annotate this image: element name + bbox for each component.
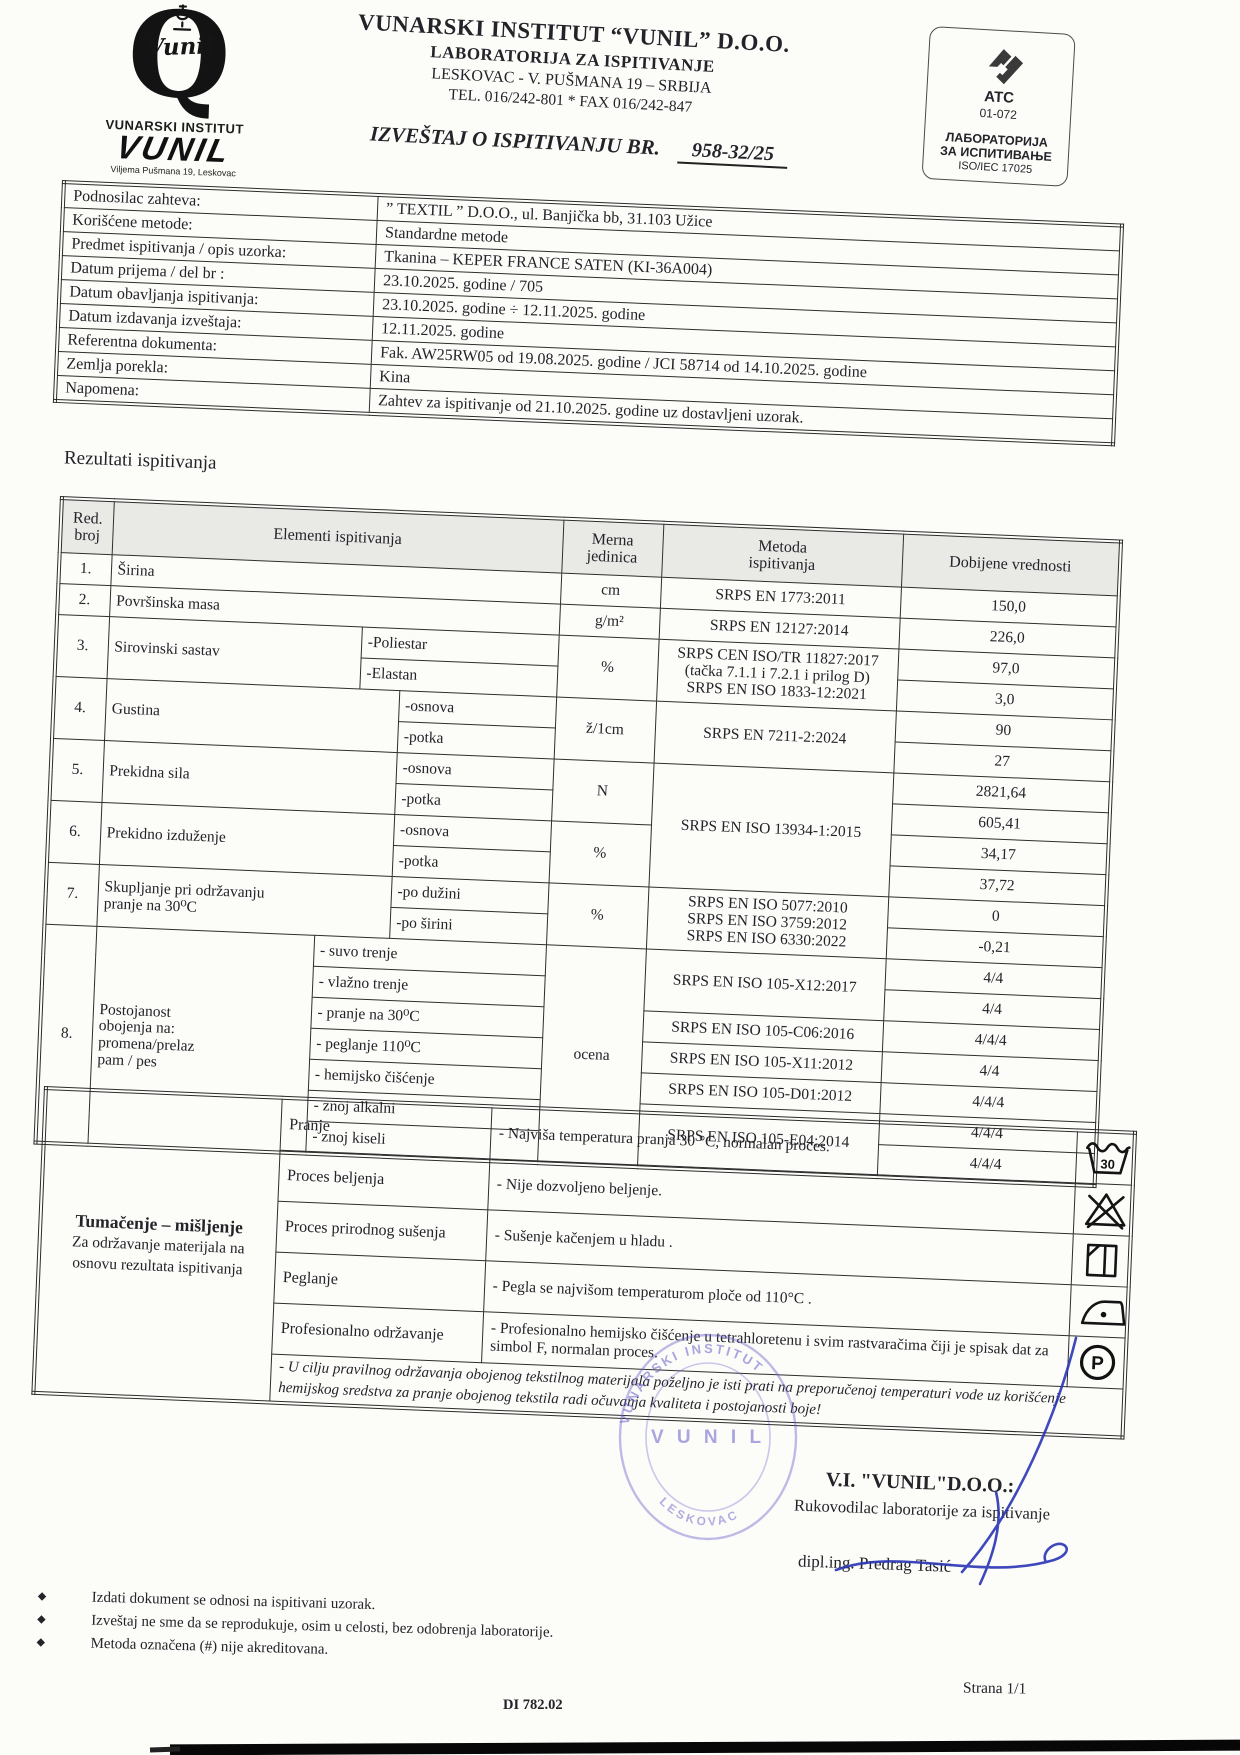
- row-number: 2.: [57, 583, 111, 617]
- row-number: 1.: [58, 552, 112, 586]
- report-title-label: IZVEŠTAJ O ISPITIVANJU BR.: [369, 121, 661, 160]
- unit: %: [556, 635, 659, 702]
- svg-text:V U N I L: V U N I L: [651, 1427, 765, 1448]
- diamond-bullet-icon: ◆: [37, 1613, 46, 1626]
- care-process: Pranje: [279, 1097, 492, 1159]
- institute-stamp: VUNARSKI INSTITUT V U N I L LESKOVAC: [617, 1333, 798, 1541]
- unit: cm: [560, 573, 662, 609]
- table-row: Proces beljenja - Nije dozvoljeno beljen…: [42, 1141, 1133, 1237]
- element-name: Sirovinski sastav: [106, 616, 362, 689]
- do-not-bleach-icon: [1072, 1182, 1133, 1237]
- method: SRPS EN ISO 105-X12:2017: [643, 948, 886, 1021]
- line-dry-in-shade-icon: [1070, 1233, 1131, 1288]
- footer-notes: ◆ Izdati dokument se odnosi na ispitivani…: [28, 1588, 730, 1675]
- row-number: 6.: [46, 800, 102, 865]
- page-number: Strana 1/1: [962, 1679, 1027, 1698]
- row-number: 3.: [54, 614, 110, 679]
- letterhead: VUNARSKI INSTITUT “VUNIL” D.O.O. LABORAT…: [290, 6, 854, 125]
- atc-logo-icon: [988, 49, 1024, 85]
- method: SRPS EN 7211-2:2024: [653, 701, 896, 773]
- unit: %: [548, 820, 652, 887]
- col-header-values: Dobijene vrednosti: [901, 532, 1122, 597]
- request-info-table: Podnosilac zahteva:” TEXTIL ” D.O.O., ul…: [52, 180, 1125, 447]
- accreditation-badge: ATC 01-072 ЛАБОРАТОРИЈА ЗА ИСПИТИВАЊЕ IS…: [921, 26, 1076, 187]
- report-number: 958-32/25: [677, 138, 789, 169]
- row-number: 7.: [44, 862, 99, 927]
- table-row: Proces prirodnog sušenja - Sušenje kačen…: [40, 1191, 1131, 1288]
- svg-text:P: P: [1090, 1353, 1104, 1375]
- institute-logo: Q Vunil VUNARSKI INSTITUT VUNIL Viljema …: [78, 0, 274, 180]
- results-table: Red. broj Elementi ispitivanja Merna jedin…: [33, 496, 1124, 1189]
- dry-clean-p-icon: P: [1066, 1335, 1127, 1390]
- care-process: Peglanje: [273, 1252, 486, 1312]
- table-row: Tumačenje – mišljenje Za održavanje mate…: [33, 1088, 1135, 1403]
- method: SRPS CEN ISO/TR 11827:2017 (tačka 7.1.1 …: [656, 639, 899, 711]
- care-process: Proces prirodnog sušenja: [275, 1201, 488, 1261]
- care-process: Profesionalno održavanje: [271, 1303, 484, 1363]
- col-header-num: Red. broj: [59, 498, 114, 555]
- col-header-method: Metoda ispitivanja: [661, 522, 904, 588]
- diamond-bullet-icon: ◆: [37, 1590, 47, 1603]
- table-row: Profesionalno održavanje - Profesionalno…: [35, 1293, 1127, 1390]
- svg-text:30: 30: [1100, 1156, 1115, 1172]
- care-interpretation-table: Tumačenje – mišljenje Za održavanje mate…: [31, 1086, 1138, 1440]
- unit: %: [546, 882, 649, 949]
- method: SRPS EN ISO 5077:2010 SRPS EN ISO 3759:2…: [645, 886, 889, 959]
- interpretation-title: Tumačenje – mišljenje Za održavanje mate…: [33, 1088, 282, 1403]
- svg-text:VUNARSKI INSTITUT: VUNARSKI INSTITUT: [617, 1341, 767, 1426]
- unit: ž/1cm: [553, 697, 657, 764]
- logo-q-emblem: Q Vunil: [100, 0, 254, 126]
- scan-edge-artifact: [149, 1746, 181, 1753]
- report-title: IZVEŠTAJ O ISPITIVANJU BR. 958-32/25: [299, 118, 860, 170]
- row-number: 4.: [52, 676, 107, 741]
- wash-30-icon: 30: [1074, 1130, 1135, 1186]
- svg-text:LESKOVAC: LESKOVAC: [657, 1494, 742, 1528]
- row-number: 5.: [49, 738, 105, 803]
- table-row: Peglanje - Pegla se najvišom temperaturo…: [37, 1242, 1129, 1339]
- logo-vunil-script: Vunil: [146, 32, 215, 62]
- col-header-unit: Merna jedinica: [561, 518, 664, 578]
- unit: g/m²: [558, 604, 660, 640]
- iron-low-temp-icon: [1068, 1284, 1129, 1339]
- logo-wordmark: VUNIL: [113, 128, 235, 170]
- method: SRPS EN ISO 13934-1:2015: [648, 763, 894, 897]
- unit: N: [551, 758, 654, 826]
- care-process: Proces beljenja: [277, 1150, 490, 1210]
- diamond-bullet-icon: ◆: [36, 1636, 46, 1649]
- handwritten-signature: [834, 1336, 1078, 1586]
- results-section-title: Rezultati ispitivanja: [63, 447, 217, 474]
- document-code: DI 782.02: [503, 1697, 563, 1713]
- microscope-icon: [173, 4, 192, 31]
